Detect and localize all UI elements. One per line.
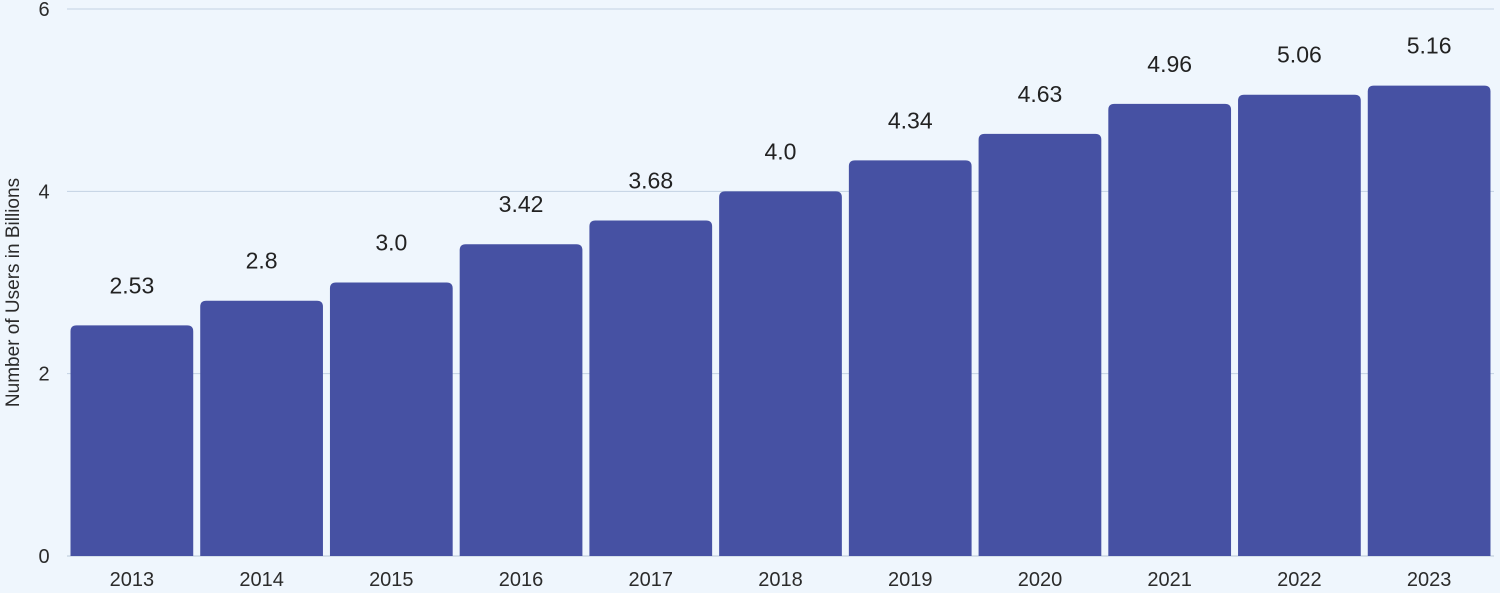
bar-2020 [978, 133, 1102, 557]
value-label-2016: 3.42 [499, 191, 544, 217]
value-label-2019: 4.34 [888, 107, 933, 133]
y-tick-label: 2 [38, 364, 49, 386]
bar-2022 [1238, 94, 1361, 557]
value-labels: 2.53 2.8 3.0 3.42 3.68 4.0 4.34 4.63 4.96 5.06 5.1… [109, 33, 1451, 299]
y-axis-ticks: 0 2 4 6 [38, 0, 49, 568]
value-label-2023: 5.16 [1407, 33, 1452, 59]
y-tick-label: 6 [38, 0, 49, 21]
x-tick-label-2023: 2023 [1407, 569, 1452, 591]
bar-2015 [329, 282, 453, 556]
y-tick-label: 4 [38, 181, 49, 203]
value-label-2017: 3.68 [628, 168, 673, 194]
bar-2014 [200, 300, 323, 556]
x-tick-label-2013: 2013 [110, 569, 155, 591]
x-tick-label-2017: 2017 [629, 569, 674, 591]
x-tick-label-2020: 2020 [1018, 569, 1063, 591]
x-tick-label-2019: 2019 [888, 569, 933, 591]
value-label-2022: 5.06 [1277, 42, 1322, 68]
x-tick-label-2022: 2022 [1277, 569, 1322, 591]
x-tick-label-2015: 2015 [369, 569, 414, 591]
x-axis-ticks: 2013 2014 2015 2016 2017 2018 2019 2020 2021 2022… [110, 569, 1452, 591]
y-tick-label: 0 [38, 546, 49, 568]
bars [70, 85, 1491, 557]
value-label-2013: 2.53 [109, 272, 154, 298]
bar-2017 [589, 220, 713, 557]
x-tick-label-2016: 2016 [499, 569, 544, 591]
bar-2019 [848, 160, 972, 556]
y-axis-title: Number of Users in Billions [3, 178, 24, 407]
bar-2016 [459, 244, 583, 556]
value-label-2018: 4.0 [765, 138, 797, 164]
value-label-2015: 3.0 [375, 230, 407, 256]
bar-2013 [70, 325, 194, 556]
value-label-2021: 4.96 [1147, 51, 1192, 77]
value-label-2020: 4.63 [1018, 81, 1063, 107]
bar-2021 [1108, 103, 1232, 557]
x-tick-label-2018: 2018 [758, 569, 803, 591]
bar-2023 [1367, 85, 1491, 556]
x-tick-label-2014: 2014 [239, 569, 284, 591]
x-tick-label-2021: 2021 [1147, 569, 1192, 591]
bar-2018 [719, 191, 842, 557]
value-label-2014: 2.8 [246, 248, 278, 274]
